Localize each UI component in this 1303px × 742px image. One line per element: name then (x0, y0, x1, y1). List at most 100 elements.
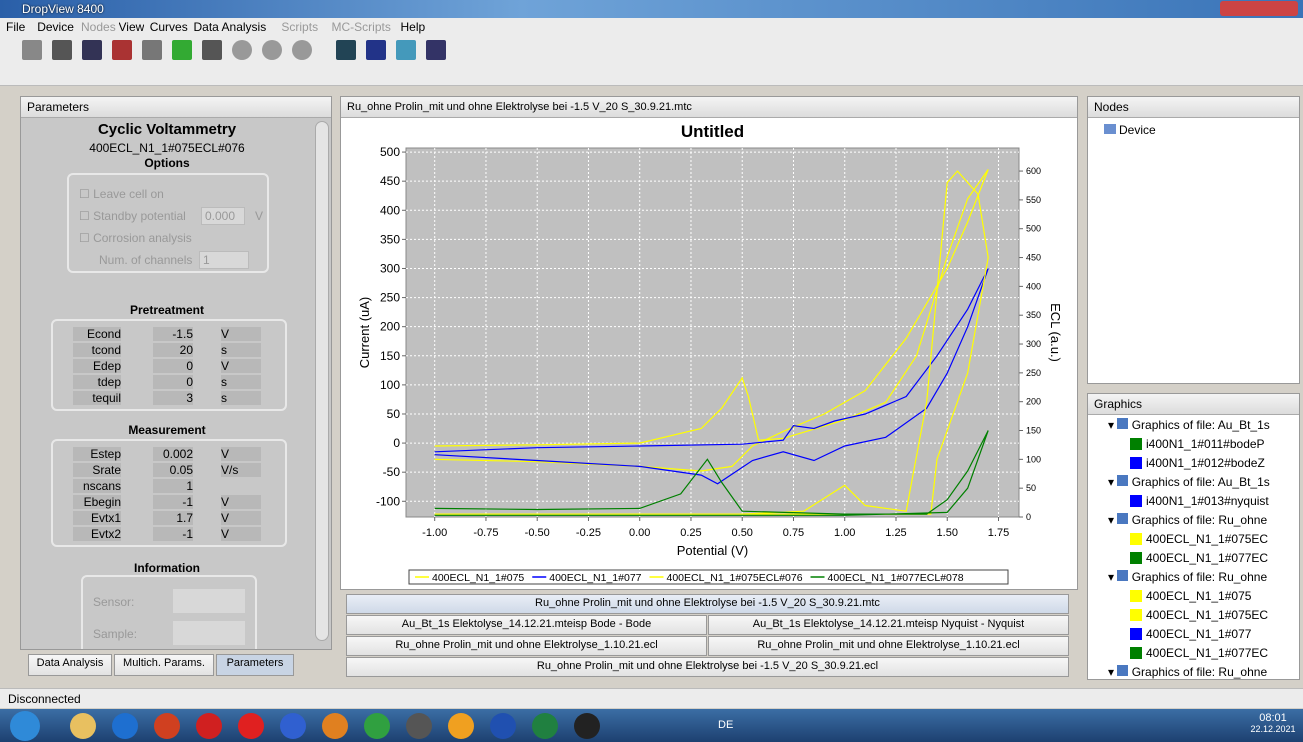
menu-bar: File Device Nodes View Curves Data Analysis Sc… (0, 18, 1303, 36)
tree-item[interactable]: i400N1_1#013#nyquist (1130, 494, 1299, 508)
tree-item[interactable]: 400ECL_N1_1#075EC (1130, 608, 1299, 622)
tool-button[interactable] (262, 40, 282, 60)
tool-button[interactable] (396, 40, 416, 60)
x-tick-label: 1.00 (834, 527, 855, 539)
tool-button[interactable] (82, 40, 102, 60)
param-name: Econd (73, 327, 121, 341)
app-icon[interactable] (322, 713, 348, 739)
tree-group[interactable]: ▾ Graphics of file: Au_Bt_1s (1108, 475, 1270, 489)
tree-item[interactable]: 400ECL_N1_1#075 (1130, 589, 1299, 603)
param-name: Srate (73, 463, 121, 477)
toolbar (0, 36, 1303, 86)
tree-item[interactable]: Device (1104, 123, 1156, 137)
tool-button[interactable] (232, 40, 252, 60)
param-value: 1 (153, 479, 193, 493)
app-icon[interactable] (238, 713, 264, 739)
tool-button[interactable] (202, 40, 222, 60)
file-tab[interactable]: Ru_ohne Prolin_mit und ohne Elektrolyse … (346, 594, 1069, 614)
label: Sensor: (93, 595, 135, 609)
app-icon[interactable] (364, 713, 390, 739)
input[interactable]: 0.000 (201, 207, 245, 225)
tree-group[interactable]: ▾ Graphics of file: Ru_ohne (1108, 570, 1268, 584)
tree-item[interactable]: 400ECL_N1_1#077EC (1130, 646, 1299, 660)
label: i400N1_1#013#nyquist (1146, 494, 1269, 508)
menu-item[interactable]: Scripts (281, 20, 319, 34)
tool-button[interactable] (22, 40, 42, 60)
tool-button[interactable] (52, 40, 72, 60)
panel-header: Ru_ohne Prolin_mit und ohne Elektrolyse … (341, 97, 1077, 118)
menu-item[interactable]: Nodes (81, 20, 116, 34)
file-tab[interactable]: Ru_ohne Prolin_mit und ohne Elektrolyse … (346, 657, 1069, 677)
checkbox[interactable]: ☐ Corrosion analysis (79, 231, 192, 245)
menu-item[interactable]: MC-Scripts (331, 20, 391, 34)
app-icon[interactable] (574, 713, 600, 739)
tree-item[interactable]: i400N1_1#011#bodeP (1130, 437, 1299, 451)
menu-item[interactable]: View (118, 20, 145, 34)
tool-button[interactable] (366, 40, 386, 60)
menu-item[interactable]: Help (400, 20, 426, 34)
y-tick-label: 300 (380, 261, 400, 275)
checkbox[interactable]: ☐ Leave cell on (79, 187, 164, 201)
menu-item[interactable]: File (6, 20, 26, 34)
menu-item[interactable]: Device (37, 20, 74, 34)
y-tick-label: 250 (380, 291, 400, 305)
time: 08:01 (1259, 712, 1287, 724)
label: Graphics of file: Ru_ohne (1131, 665, 1268, 679)
app-icon[interactable] (280, 713, 306, 739)
y-axis-label: Current (uA) (357, 297, 372, 369)
start-button[interactable] (10, 711, 40, 741)
tool-button[interactable] (336, 40, 356, 60)
panel-header: Nodes (1088, 97, 1299, 118)
app-icon[interactable] (406, 713, 432, 739)
app-icon[interactable] (154, 713, 180, 739)
graphics-panel: Graphics ▾ Graphics of file: Au_Bt_1s i40… (1087, 393, 1300, 680)
app-icon[interactable] (532, 713, 558, 739)
language[interactable]: DE (718, 719, 734, 731)
checkbox[interactable]: ☐ Standby potential (79, 209, 186, 223)
tree-group[interactable]: ▾ Graphics of file: Ru_ohne (1108, 665, 1268, 679)
label: Sample: (93, 627, 138, 641)
window-controls[interactable] (1220, 1, 1298, 16)
tree-item[interactable]: 400ECL_N1_1#075EC (1130, 532, 1299, 546)
panel-header: Graphics (1088, 394, 1299, 415)
clock[interactable]: 08:01 22.12.2021 (1250, 712, 1296, 734)
tool-button[interactable] (142, 40, 162, 60)
tree-group[interactable]: ▾ Graphics of file: Ru_ohne (1108, 513, 1268, 527)
tool-button[interactable] (426, 40, 446, 60)
app-icon[interactable] (448, 713, 474, 739)
tool-button[interactable] (172, 40, 192, 60)
param-value: 1.7 (153, 511, 193, 525)
dropdown[interactable]: 1 (199, 251, 249, 269)
tree-group[interactable]: ▾ Graphics of file: Au_Bt_1s (1108, 418, 1270, 432)
y2-tick-label: 350 (1026, 310, 1041, 320)
scrollbar[interactable] (315, 121, 329, 641)
file-tab[interactable]: Ru_ohne Prolin_mit und ohne Elektrolyse_… (346, 636, 707, 656)
tab[interactable]: Data Analysis (28, 654, 112, 676)
series-line (434, 169, 989, 472)
tool-button[interactable] (112, 40, 132, 60)
param-unit: V (221, 495, 261, 509)
menu-item[interactable]: Curves (149, 20, 188, 34)
tool-button[interactable] (292, 40, 312, 60)
tree-item[interactable]: i400N1_1#012#bodeZ (1130, 456, 1299, 470)
file-tab[interactable]: Au_Bt_1s Elektolyse_14.12.21.mteisp Nyqu… (708, 615, 1069, 635)
file-tab[interactable]: Ru_ohne Prolin_mit und ohne Elektrolyse_… (708, 636, 1069, 656)
tree-item[interactable]: 400ECL_N1_1#077EC (1130, 551, 1299, 565)
label: Device (1119, 123, 1156, 137)
menu-item[interactable]: Data Analysis (193, 20, 267, 34)
app-icon[interactable] (112, 713, 138, 739)
tree-item[interactable]: 400ECL_N1_1#077 (1130, 627, 1299, 641)
file-tab[interactable]: Au_Bt_1s Elektolyse_14.12.21.mteisp Bode… (346, 615, 707, 635)
tab[interactable]: Multich. Params. (114, 654, 214, 676)
input[interactable] (173, 589, 245, 613)
y2-axis-label: ECL (a.u.) (1048, 303, 1063, 362)
x-tick-label: -0.75 (473, 527, 498, 539)
app-icon[interactable] (196, 713, 222, 739)
param-value: 0.002 (153, 447, 193, 461)
app-icon[interactable] (70, 713, 96, 739)
app-icon[interactable] (490, 713, 516, 739)
tab[interactable]: Parameters (216, 654, 294, 676)
input[interactable] (173, 621, 245, 645)
